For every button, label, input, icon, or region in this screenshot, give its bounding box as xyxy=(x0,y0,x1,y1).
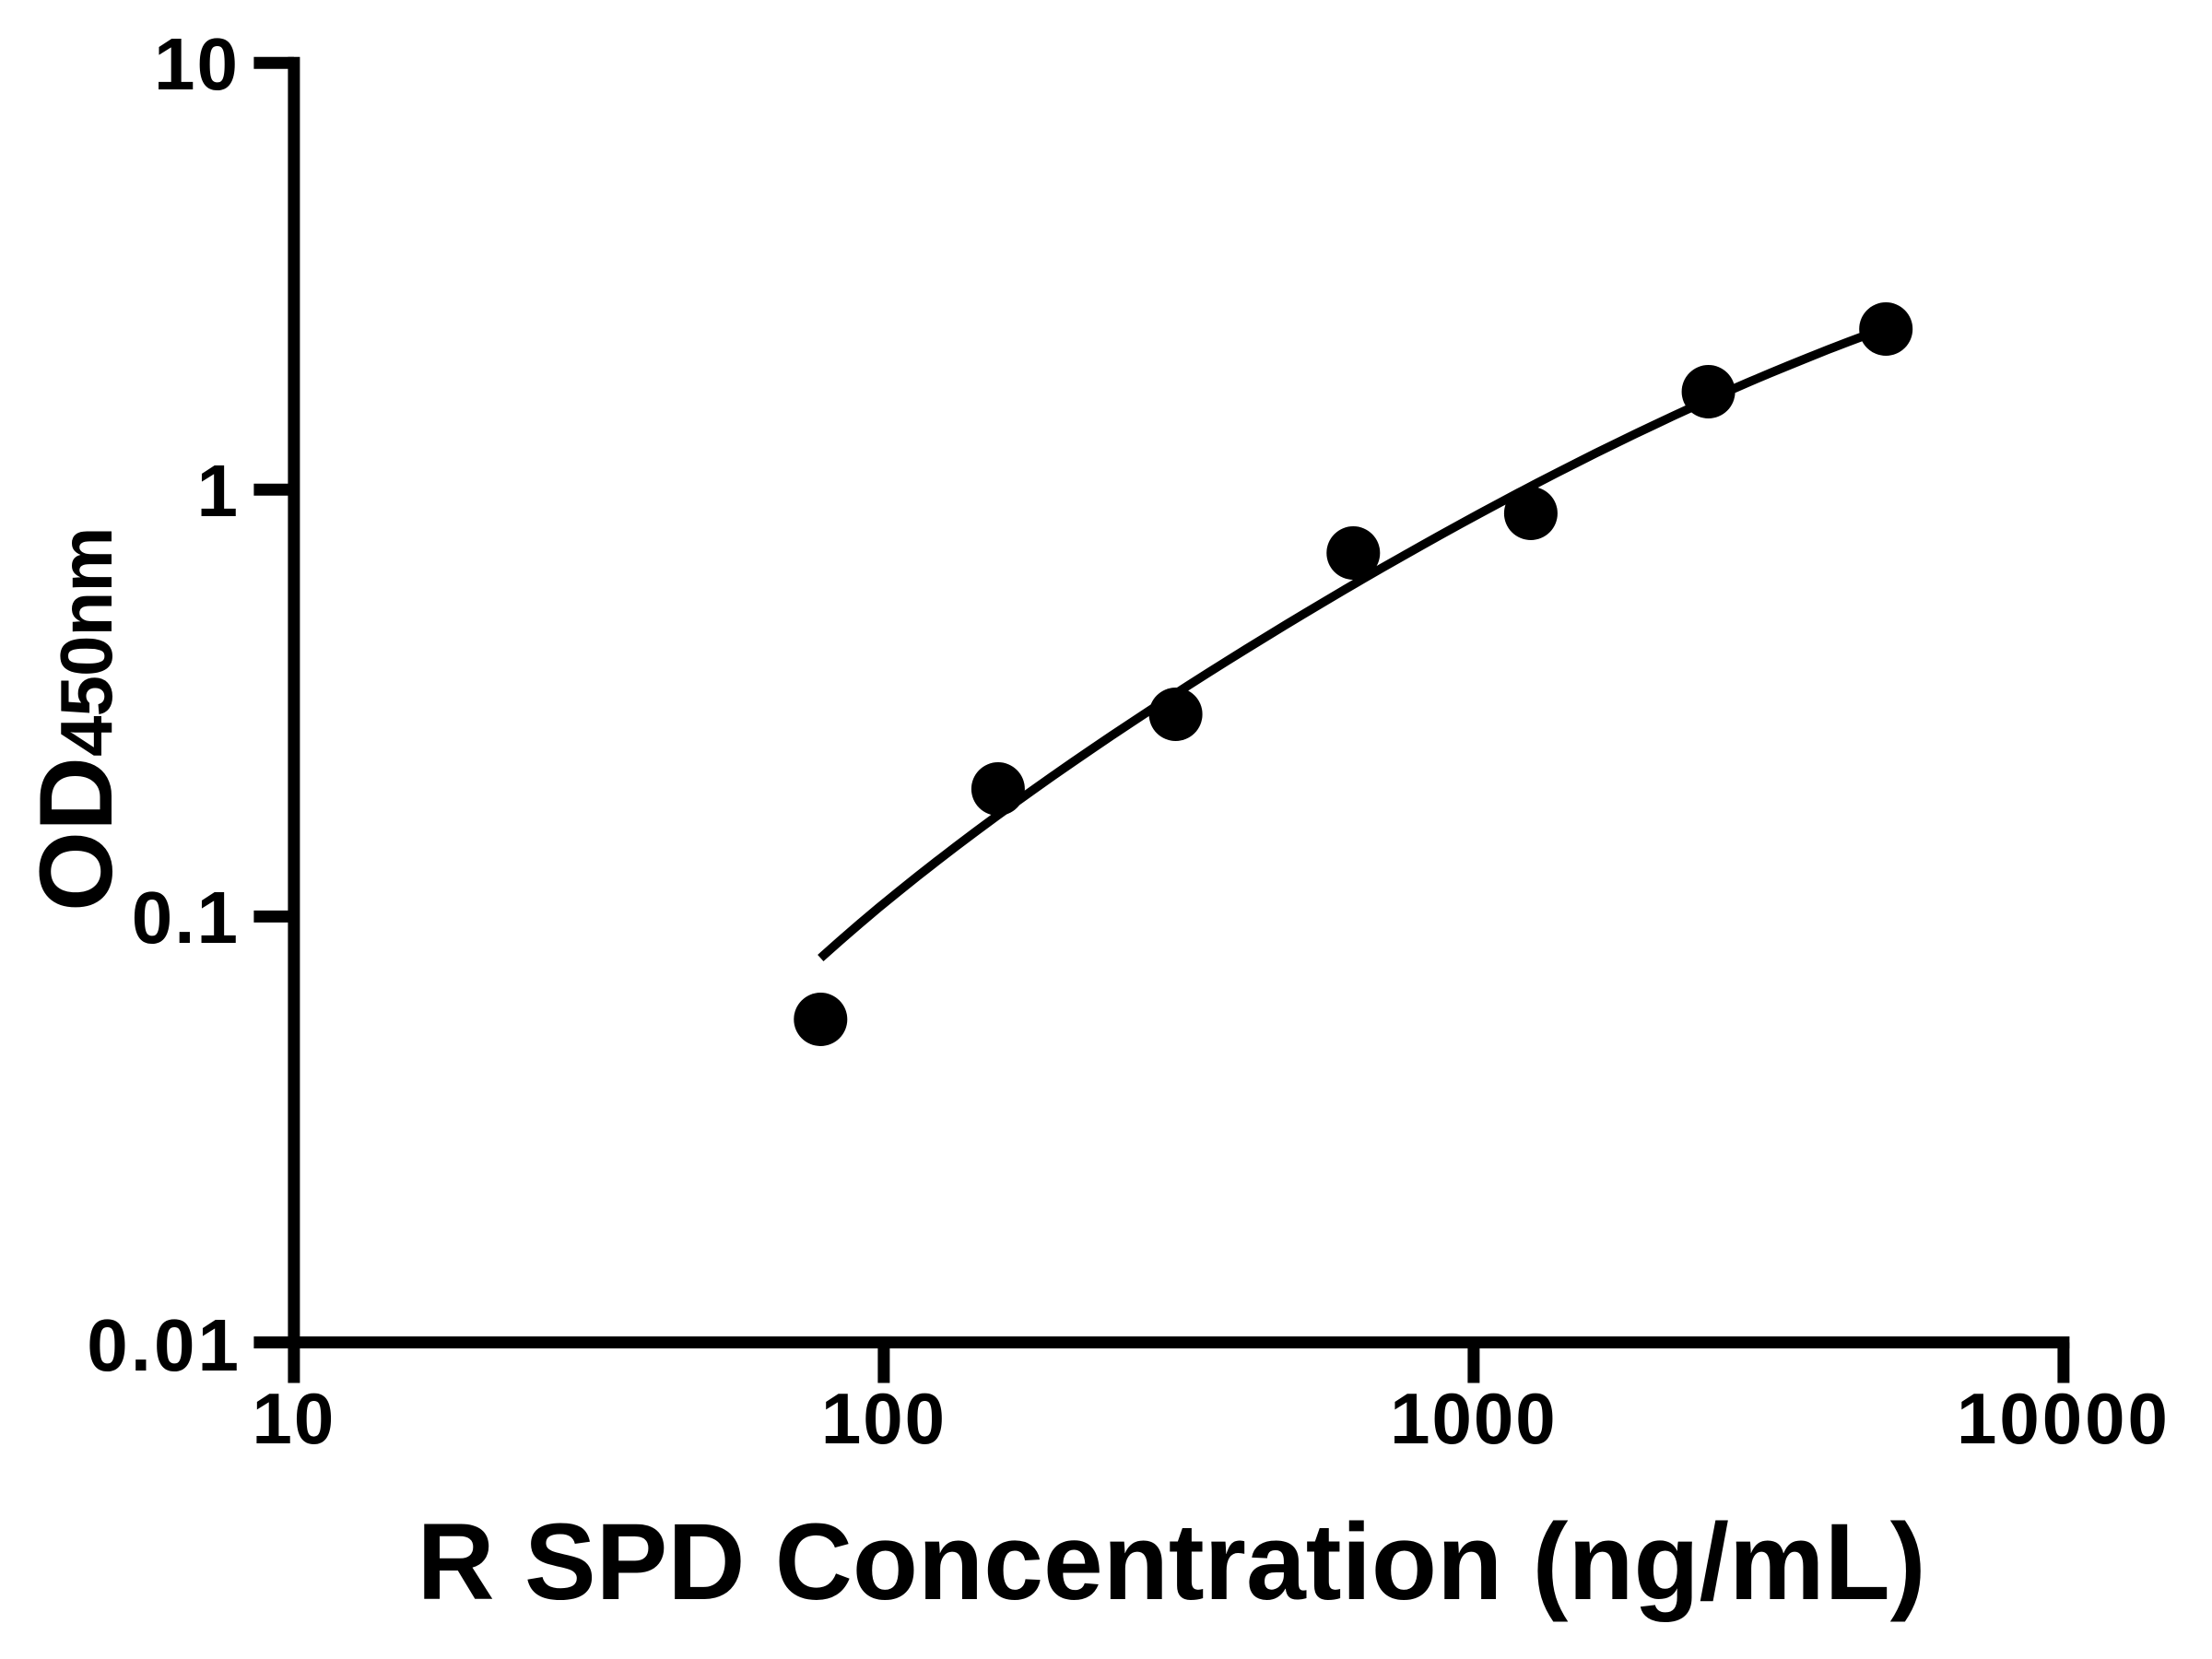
svg-text:10000: 10000 xyxy=(1957,1378,2171,1459)
svg-text:1000: 1000 xyxy=(1390,1378,1558,1459)
svg-text:10: 10 xyxy=(154,23,240,105)
svg-text:OD450nm: OD450nm xyxy=(18,528,134,912)
svg-text:0.1: 0.1 xyxy=(132,877,240,959)
svg-text:10: 10 xyxy=(253,1378,336,1459)
svg-text:1: 1 xyxy=(197,450,241,532)
svg-text:0.01: 0.01 xyxy=(87,1304,241,1386)
svg-text:R SPD Concentration (ng/mL): R SPD Concentration (ng/mL) xyxy=(418,1501,1926,1623)
svg-text:100: 100 xyxy=(821,1378,947,1459)
